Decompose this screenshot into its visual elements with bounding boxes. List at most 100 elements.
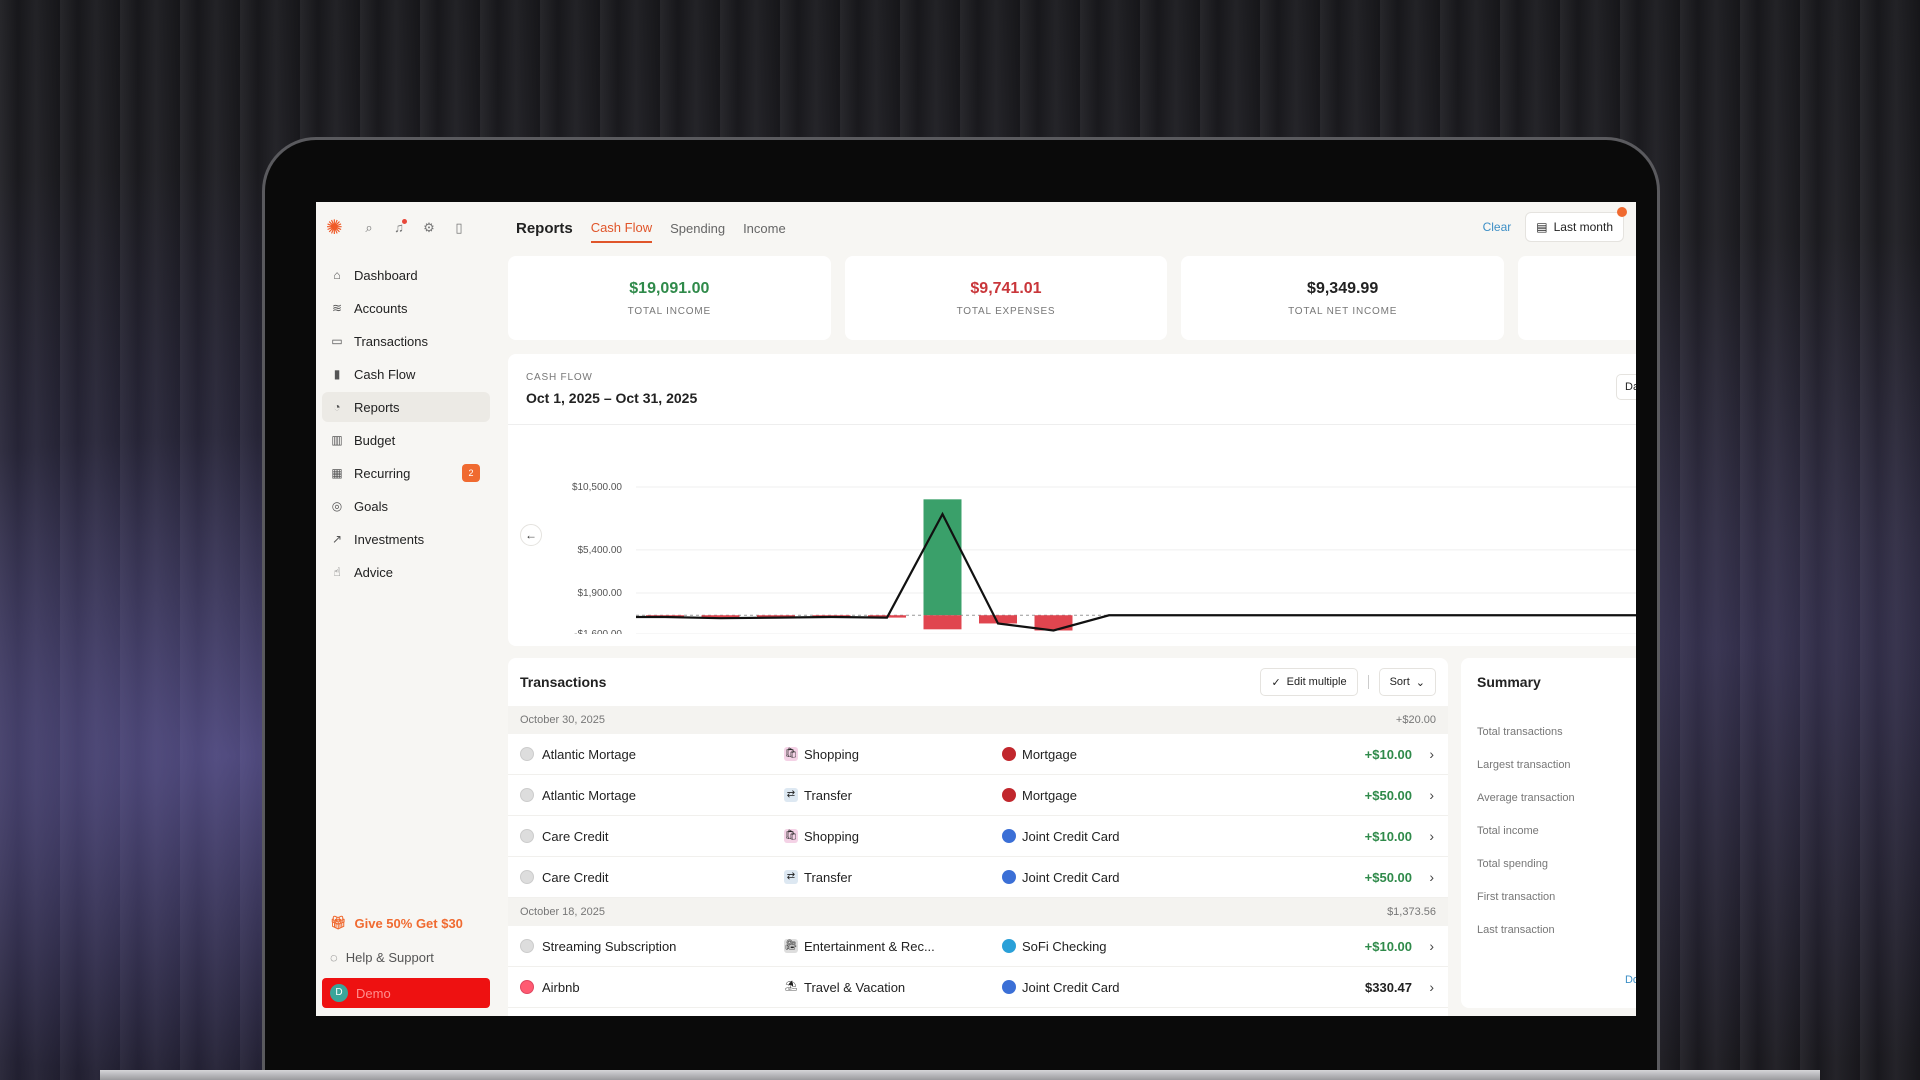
group-date: October 18, 2025 (520, 906, 606, 918)
filter-indicator-dot (1617, 207, 1627, 217)
sidebar-item-label: Accounts (354, 300, 408, 316)
card-icon: ▭ (331, 334, 343, 348)
pie-chart-icon: ◔ (333, 400, 341, 414)
sidebar-item-goals[interactable]: ◎ Goals (322, 491, 490, 521)
summary-title: Summary (1477, 674, 1541, 690)
chevron-right-icon: › (1429, 869, 1434, 885)
chart-prev-arrow-icon[interactable]: ← (520, 524, 542, 546)
clear-button[interactable]: Clear (1482, 220, 1512, 234)
stat-label: TOTAL NET INCOME (1288, 305, 1398, 317)
summary-item: First transaction (1477, 891, 1556, 903)
sidebar-item-accounts[interactable]: ≋ Accounts (322, 293, 490, 323)
cash-flow-chart: $10,500.00$5,400.00$1,900.00-$1,600.0011… (572, 482, 1636, 634)
expense-bar (979, 615, 1017, 624)
check-icon: ✓ (1271, 676, 1281, 689)
sidebar-toggle-icon[interactable]: ▯ (455, 220, 463, 235)
stat-total-income: $19,091.00 TOTAL INCOME (508, 256, 831, 340)
amount: +$10.00 (1364, 746, 1412, 762)
mortgage-icon (1002, 747, 1016, 761)
sidebar-item-label: Budget (354, 432, 396, 448)
summary-item: Last transaction (1477, 924, 1555, 936)
table-row[interactable]: Atlantic Mortage 🛍︎ Shopping Mortgage +$10.0… (508, 734, 1448, 775)
sort-button[interactable]: Sort ⌄ (1378, 668, 1436, 696)
merchant-logo-icon (520, 939, 534, 953)
sidebar-item-label: Recurring (354, 465, 411, 481)
y-tick-label: -$1,600.00 (574, 629, 622, 634)
help-support-link[interactable]: ◌ Help & Support (316, 940, 496, 974)
transactions-actions: ✓ Edit multiple Sort ⌄ (1260, 668, 1436, 696)
sidebar-item-cash-flow[interactable]: ▮ Cash Flow (322, 359, 490, 389)
merchant-name: Care Credit (542, 869, 609, 885)
gift-icon: 🎁︎ (330, 915, 347, 930)
user-name: Demo (356, 985, 391, 1001)
layers-icon: ≋ (331, 301, 343, 315)
referral-link[interactable]: 🎁︎ Give 50% Get $30 (316, 906, 496, 940)
user-menu[interactable]: D Demo (322, 978, 490, 1008)
sidebar-item-advice[interactable]: ☝ Advice (322, 557, 490, 587)
group-total: $1,373.56 (1387, 906, 1436, 918)
calendar-icon: ▤ (1536, 220, 1548, 234)
page-title: Reports (516, 219, 573, 237)
sidebar-toolbar: ✺ ⌕ ♫ ⚙ ▯ (316, 202, 496, 254)
notification-dot (402, 219, 407, 224)
summary-item: Total transactions (1477, 726, 1563, 738)
search-icon[interactable]: ⌕ (365, 220, 373, 235)
sidebar-item-transactions[interactable]: ▭ Transactions (322, 326, 490, 356)
referral-label: Give 50% Get $30 (354, 915, 463, 931)
transfer-icon: ⇄ (784, 788, 798, 802)
account-name: Joint Credit Card (1022, 979, 1120, 995)
sidebar-item-investments[interactable]: ↗ Investments (322, 524, 490, 554)
home-icon: ⌂ (333, 268, 341, 282)
sidebar-item-budget[interactable]: ▥ Budget (322, 425, 490, 455)
transactions-list: October 30, 2025 +$20.00 Atlantic Mortage 🛍… (508, 706, 1448, 1008)
cash-flow-chart-card: CASH FLOW Oct 1, 2025 – Oct 31, 2025 Da … (508, 354, 1636, 646)
date-range-label: Last month (1553, 220, 1613, 234)
sidebar-item-label: Reports (354, 399, 400, 415)
tab-income[interactable]: Income (743, 220, 786, 236)
expense-bar (701, 615, 740, 619)
sidebar-item-label: Cash Flow (354, 366, 416, 382)
merchant-logo-icon (520, 747, 534, 761)
edit-multiple-button[interactable]: ✓ Edit multiple (1260, 668, 1358, 696)
merchant-logo-icon (520, 870, 534, 884)
table-row[interactable]: Care Credit ⇄ Transfer Joint Credit Card +$5… (508, 857, 1448, 898)
bar-chart-icon: ▮ (333, 367, 341, 381)
bell-icon[interactable]: ♫ (390, 219, 408, 237)
date-group-header: October 30, 2025 +$20.00 (508, 706, 1448, 734)
sidebar-footer: 🎁︎ Give 50% Get $30 ◌ Help & Support D Demo (316, 906, 496, 1008)
palm-tree-icon: ⛱︎ (784, 980, 798, 994)
table-row[interactable]: Care Credit 🛍︎ Shopping Joint Credit Card +$… (508, 816, 1448, 857)
target-icon: ◎ (331, 499, 343, 513)
logo-icon[interactable]: ✺ (326, 217, 343, 239)
date-range-button[interactable]: ▤ Last month (1525, 207, 1627, 242)
table-row[interactable]: Airbnb ⛱︎ Travel & Vacation Joint Credit Ca… (508, 967, 1448, 1008)
category-name: Transfer (804, 869, 852, 885)
tab-cash-flow[interactable]: Cash Flow (590, 214, 653, 243)
sidebar-item-reports[interactable]: ◔ Reports (322, 392, 490, 422)
card-bank-icon (1002, 829, 1016, 843)
summary-link[interactable]: Do (1624, 974, 1636, 986)
stats-row: $19,091.00 TOTAL INCOME $9,741.01 TOTAL … (508, 256, 1636, 340)
chart-view-button[interactable]: Da (1616, 374, 1636, 400)
table-row[interactable]: Streaming Subscription 🎥︎ Entertainment & … (508, 926, 1448, 967)
summary-card: Summary Total transactions Largest transa… (1461, 658, 1636, 1008)
stat-total-expenses: $9,741.01 TOTAL EXPENSES (844, 256, 1168, 340)
summary-item: Total income (1477, 825, 1539, 837)
gear-icon[interactable]: ⚙ (423, 220, 435, 235)
stat-label: TOTAL EXPENSES (956, 305, 1056, 317)
sidebar-item-recurring[interactable]: ▦ Recurring 2 (322, 458, 490, 488)
table-row[interactable]: Atlantic Mortage ⇄ Transfer Mortgage +$50.00… (508, 775, 1448, 816)
thumbs-up-icon: ☝ (333, 565, 341, 579)
sidebar-item-dashboard[interactable]: ⌂ Dashboard (322, 260, 490, 290)
sidebar-item-label: Advice (354, 564, 394, 580)
bank-icon (1002, 939, 1016, 953)
shopping-bag-icon: 🛍︎ (784, 747, 798, 761)
header-actions: Clear ▤ Last month (1482, 207, 1627, 242)
tab-spending[interactable]: Spending (670, 220, 726, 236)
calendar-icon: ▦ (331, 466, 343, 480)
recurring-count-badge: 2 (462, 464, 480, 482)
category-name: Shopping (804, 828, 859, 844)
sidebar-item-label: Dashboard (354, 267, 418, 283)
chat-icon: ◌ (330, 949, 338, 965)
summary-list: Total transactions Largest transaction Ave… (1477, 726, 1575, 957)
